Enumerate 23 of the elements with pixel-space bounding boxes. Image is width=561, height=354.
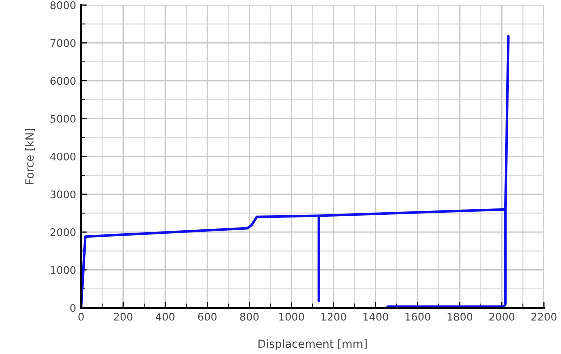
x-tick-label: 800 xyxy=(240,313,259,321)
x-tick-label: 0 xyxy=(78,313,84,321)
x-tick-label: 2000 xyxy=(490,313,515,321)
x-tick-label: 1600 xyxy=(406,313,431,321)
x-tick-label: 2200 xyxy=(532,313,557,321)
x-tick-label: 1400 xyxy=(364,313,388,321)
y-tick-label: 3000 xyxy=(50,190,76,199)
y-tick-label: 1000 xyxy=(51,266,76,274)
y-tick-label: 0 xyxy=(70,304,76,312)
y-tick-label: 6000 xyxy=(50,77,76,86)
x-tick-label: 1000 xyxy=(280,313,304,321)
x-tick-label: 1200 xyxy=(322,313,346,321)
y-axis-title: Force [kN] xyxy=(25,129,36,184)
y-tick-label: 8000 xyxy=(50,2,76,10)
x-tick-label: 1800 xyxy=(448,313,473,321)
y-tick-label: 4000 xyxy=(50,152,76,161)
x-tick-label: 200 xyxy=(114,313,133,321)
y-tick-label: 5000 xyxy=(50,115,76,123)
y-tick-label: 7000 xyxy=(50,39,76,48)
y-tick-label: 2000 xyxy=(50,228,76,236)
x-axis-title: Displacement [mm] xyxy=(258,340,367,350)
x-tick-label: 600 xyxy=(198,313,217,321)
x-tick-label: 400 xyxy=(156,313,175,321)
